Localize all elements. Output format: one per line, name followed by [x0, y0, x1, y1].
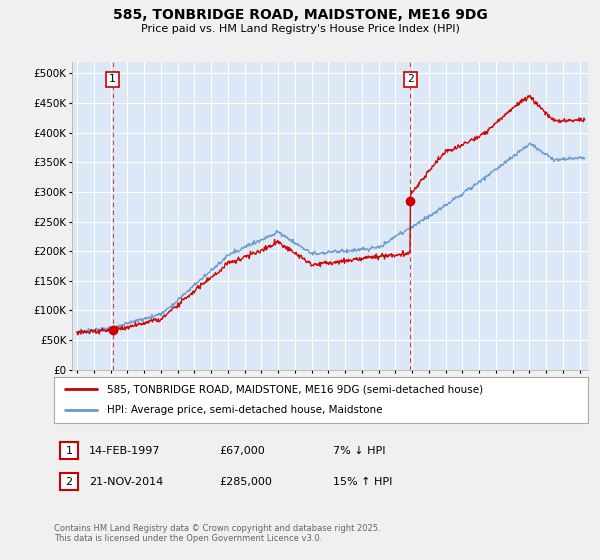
Text: HPI: Average price, semi-detached house, Maidstone: HPI: Average price, semi-detached house,… [107, 405, 383, 416]
Text: Price paid vs. HM Land Registry's House Price Index (HPI): Price paid vs. HM Land Registry's House … [140, 24, 460, 34]
Text: 2: 2 [407, 74, 414, 85]
Text: 585, TONBRIDGE ROAD, MAIDSTONE, ME16 9DG: 585, TONBRIDGE ROAD, MAIDSTONE, ME16 9DG [113, 8, 487, 22]
Text: 1: 1 [65, 446, 73, 456]
Text: £285,000: £285,000 [219, 477, 272, 487]
Text: 15% ↑ HPI: 15% ↑ HPI [333, 477, 392, 487]
Text: 7% ↓ HPI: 7% ↓ HPI [333, 446, 386, 456]
Text: 585, TONBRIDGE ROAD, MAIDSTONE, ME16 9DG (semi-detached house): 585, TONBRIDGE ROAD, MAIDSTONE, ME16 9DG… [107, 384, 484, 394]
Text: 14-FEB-1997: 14-FEB-1997 [89, 446, 160, 456]
Text: 21-NOV-2014: 21-NOV-2014 [89, 477, 163, 487]
Text: Contains HM Land Registry data © Crown copyright and database right 2025.
This d: Contains HM Land Registry data © Crown c… [54, 524, 380, 543]
Text: £67,000: £67,000 [219, 446, 265, 456]
Text: 1: 1 [109, 74, 116, 85]
Text: 2: 2 [65, 477, 73, 487]
